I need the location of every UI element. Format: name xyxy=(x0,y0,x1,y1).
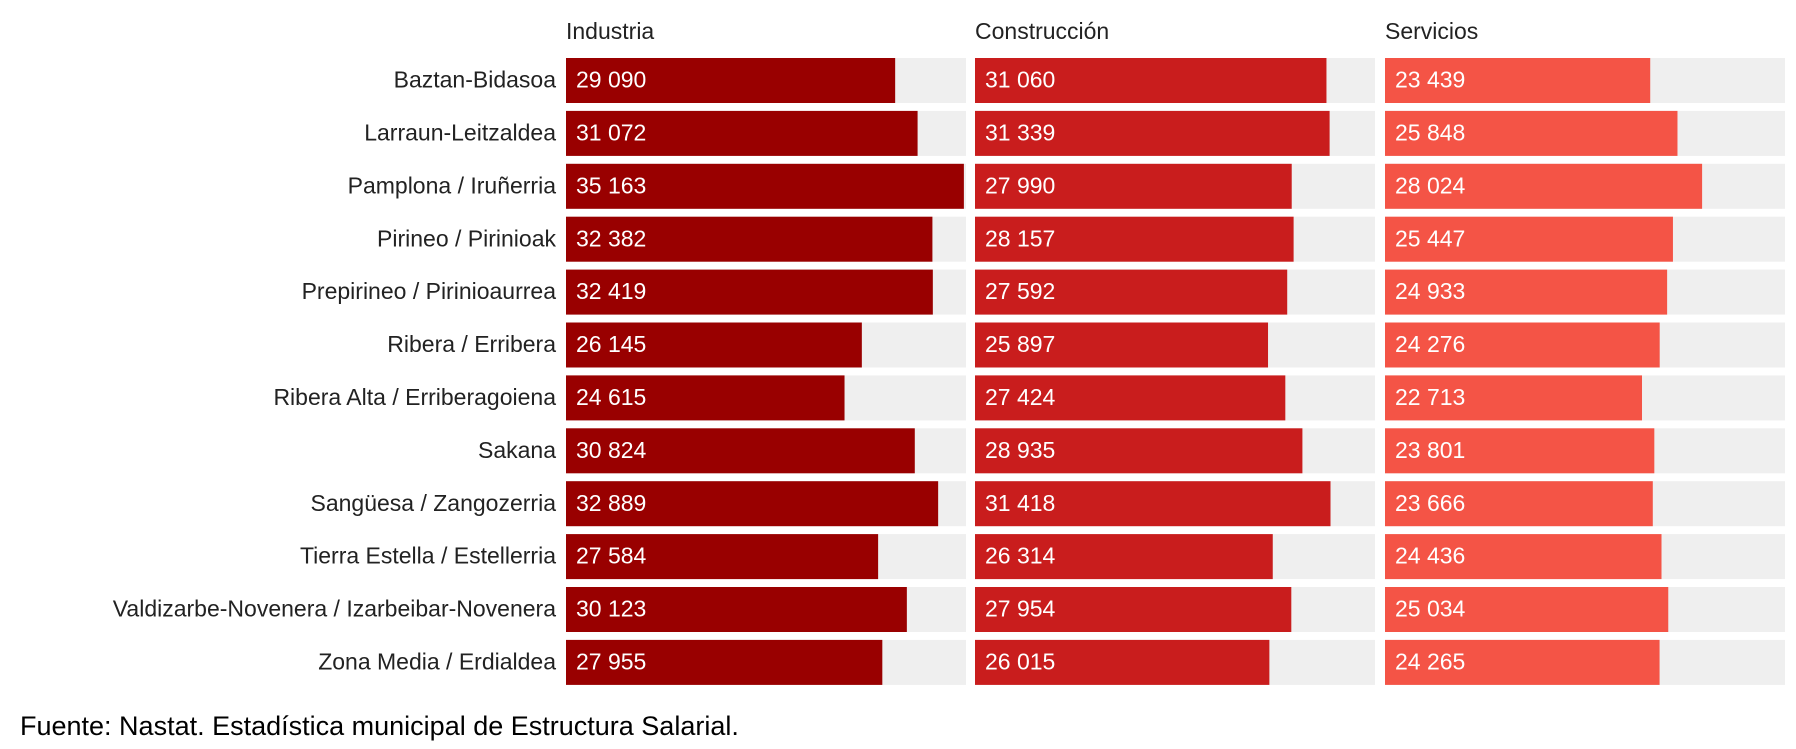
value-label: 25 447 xyxy=(1395,225,1465,251)
bar xyxy=(1385,375,1643,421)
bar xyxy=(566,587,907,632)
category-label: Ribera / Erribera xyxy=(387,331,556,357)
bar xyxy=(566,216,933,262)
bar xyxy=(975,322,1269,368)
value-label: 24 615 xyxy=(576,384,646,410)
value-label: 22 713 xyxy=(1395,384,1465,410)
bar xyxy=(975,163,1292,209)
source-note: Fuente: Nastat. Estadística municipal de… xyxy=(20,711,739,741)
category-label: Pamplona / Iruñerria xyxy=(348,172,557,198)
bar xyxy=(1385,481,1653,527)
value-label: 27 955 xyxy=(576,648,646,674)
bar xyxy=(566,428,915,474)
bar xyxy=(566,269,933,315)
bar xyxy=(566,534,879,580)
bar xyxy=(975,216,1294,262)
value-label: 27 990 xyxy=(985,172,1055,198)
value-label: 28 935 xyxy=(985,437,1055,463)
value-label: 32 419 xyxy=(576,278,646,304)
value-label: 26 314 xyxy=(985,543,1056,569)
bar xyxy=(975,110,1330,156)
bar xyxy=(975,269,1288,315)
value-label: 24 265 xyxy=(1395,648,1465,674)
bar xyxy=(566,481,939,527)
bar xyxy=(1385,216,1673,262)
category-label: Pirineo / Pirinioak xyxy=(377,225,556,251)
value-label: 24 436 xyxy=(1395,543,1465,569)
category-label: Tierra Estella / Estellerria xyxy=(300,543,556,569)
bar xyxy=(975,428,1303,474)
value-label: 24 276 xyxy=(1395,331,1465,357)
value-label: 31 072 xyxy=(576,119,646,145)
category-label: Sakana xyxy=(478,437,556,463)
category-label: Baztan-Bidasoa xyxy=(394,67,557,93)
value-label: 31 339 xyxy=(985,119,1055,145)
bar xyxy=(566,639,883,685)
panel-header: Construcción xyxy=(975,18,1109,44)
bar xyxy=(1385,639,1660,685)
value-label: 25 848 xyxy=(1395,119,1465,145)
bar xyxy=(566,163,964,209)
value-label: 25 034 xyxy=(1395,596,1466,622)
bar xyxy=(975,481,1331,527)
bar xyxy=(1385,110,1678,156)
bar xyxy=(1385,587,1669,632)
category-label: Zona Media / Erdialdea xyxy=(318,648,556,674)
bar xyxy=(975,58,1327,103)
bar xyxy=(1385,163,1703,209)
value-label: 23 666 xyxy=(1395,490,1465,516)
bar xyxy=(1385,534,1662,580)
category-label: Valdizarbe-Novenera / Izarbeibar-Novener… xyxy=(113,596,556,622)
value-label: 31 418 xyxy=(985,490,1055,516)
value-label: 23 439 xyxy=(1395,67,1465,93)
panel-header: Industria xyxy=(566,18,654,44)
value-label: 27 584 xyxy=(576,543,647,569)
value-label: 35 163 xyxy=(576,172,646,198)
bar xyxy=(566,58,896,103)
bar xyxy=(566,375,845,421)
value-label: 27 424 xyxy=(985,384,1056,410)
value-label: 28 024 xyxy=(1395,172,1466,198)
value-label: 28 157 xyxy=(985,225,1055,251)
value-label: 30 824 xyxy=(576,437,647,463)
value-label: 25 897 xyxy=(985,331,1055,357)
bar xyxy=(1385,58,1651,103)
value-label: 23 801 xyxy=(1395,437,1465,463)
category-label: Prepirineo / Pirinioaurrea xyxy=(302,278,557,304)
value-label: 32 382 xyxy=(576,225,646,251)
value-label: 27 592 xyxy=(985,278,1055,304)
bar xyxy=(1385,269,1668,315)
category-label: Ribera Alta / Erriberagoiena xyxy=(273,384,556,410)
value-label: 30 123 xyxy=(576,596,646,622)
value-label: 26 145 xyxy=(576,331,646,357)
value-label: 31 060 xyxy=(985,67,1055,93)
bar xyxy=(566,110,918,156)
bar xyxy=(1385,322,1660,368)
value-label: 27 954 xyxy=(985,596,1056,622)
bar xyxy=(975,534,1273,580)
value-label: 32 889 xyxy=(576,490,646,516)
panel-header: Servicios xyxy=(1385,18,1478,44)
bar xyxy=(566,322,862,368)
bar xyxy=(975,639,1270,685)
bar xyxy=(975,587,1292,632)
bar xyxy=(1385,428,1655,474)
value-label: 24 933 xyxy=(1395,278,1465,304)
category-label: Sangüesa / Zangozerria xyxy=(311,490,557,516)
bar xyxy=(975,375,1286,421)
value-label: 29 090 xyxy=(576,67,646,93)
category-label: Larraun-Leitzaldea xyxy=(364,119,556,145)
value-label: 26 015 xyxy=(985,648,1055,674)
